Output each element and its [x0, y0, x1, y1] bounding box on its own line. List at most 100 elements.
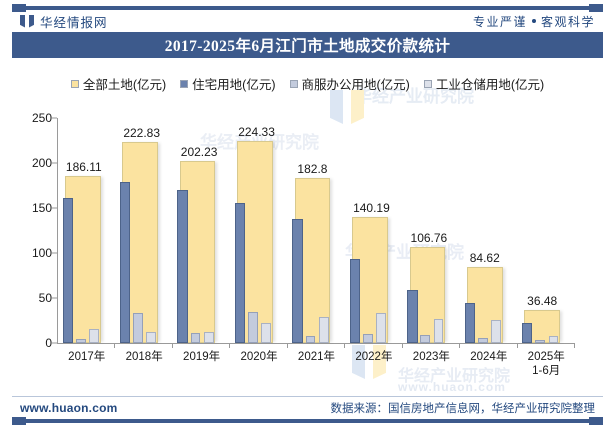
bar-2-2[interactable]: [190, 333, 201, 343]
bar-1-5[interactable]: [349, 259, 361, 343]
bar-data-label: 186.11: [65, 159, 102, 174]
bar-1-4[interactable]: [292, 218, 303, 343]
huajing-logo-icon: [20, 14, 34, 28]
bar-2-5[interactable]: [362, 334, 373, 343]
footer-site-url[interactable]: www.huaon.com: [20, 401, 118, 415]
y-tick-mark: [52, 207, 57, 209]
bar-3-0[interactable]: [89, 328, 99, 343]
x-tick-label: 2017年: [68, 351, 106, 363]
x-tick-label: 2025年 1-6月: [527, 351, 565, 377]
x-tick-mark: [516, 343, 518, 348]
x-tick-mark: [114, 343, 116, 348]
x-tick-mark: [229, 343, 231, 348]
bar-group: 140.19: [345, 118, 403, 348]
legend-label: 住宅用地(亿元): [192, 78, 276, 92]
brand-bar: 华经情报网 专业严谨 客观科学: [12, 10, 603, 32]
bar-3-2[interactable]: [203, 332, 214, 343]
legend-item-0[interactable]: 全部土地(亿元): [70, 74, 167, 93]
bar-3-1[interactable]: [146, 332, 157, 343]
bar-data-label: 224.33: [238, 125, 275, 140]
y-tick-mark: [52, 252, 57, 254]
legend-swatch-icon: [70, 79, 79, 88]
bar-data-label: 106.76: [410, 230, 448, 245]
x-tick-mark: [344, 343, 346, 348]
x-axis-line: [57, 343, 575, 344]
bar-group: 182.8: [288, 118, 346, 348]
y-tick-label: 50: [38, 291, 52, 305]
y-tick-label: 150: [31, 201, 52, 215]
y-tick-label: 200: [31, 156, 52, 170]
page-title: 2017-2025年6月江门市土地成交价款统计: [164, 38, 451, 55]
bar-1-7[interactable]: [464, 303, 475, 343]
bar-3-5[interactable]: [376, 313, 386, 343]
y-tick-label: 100: [31, 246, 52, 260]
footer-bar: www.huaon.com 数据来源：国信房地产信息网，华经产业研究院整理: [12, 397, 603, 419]
bar-2-6[interactable]: [420, 334, 431, 343]
legend-swatch-icon: [423, 79, 432, 88]
x-tick-label: 2019年: [183, 351, 221, 363]
bar-3-3[interactable]: [261, 323, 272, 343]
bar-3-8[interactable]: [548, 335, 559, 343]
x-tick-mark: [171, 343, 173, 348]
bullet-dot-icon: [531, 19, 536, 23]
bar-data-label: 202.23: [180, 145, 218, 159]
bar-group: 36.48: [518, 118, 575, 348]
legend-swatch-icon: [289, 79, 298, 88]
bar-2-7[interactable]: [477, 337, 488, 343]
x-tick-mark: [286, 343, 288, 348]
bar-2-8[interactable]: [535, 340, 546, 343]
legend-item-3[interactable]: 工业仓储用地(亿元): [423, 74, 544, 93]
bar-group: 84.62: [460, 118, 518, 348]
tagline-left-text: 专业严谨: [472, 14, 527, 29]
brand-tagline: 专业严谨 客观科学: [473, 13, 595, 30]
bottom-divider-rule: [12, 417, 603, 425]
legend-item-1[interactable]: 住宅用地(亿元): [180, 74, 276, 93]
y-tick-mark: [52, 117, 57, 119]
bar-group: 106.76: [403, 118, 461, 348]
legend-item-2[interactable]: 商服办公用地(亿元): [289, 74, 410, 93]
bar-group: 186.11: [58, 118, 116, 348]
bar-3-4[interactable]: [318, 316, 329, 343]
bar-2-3[interactable]: [248, 312, 258, 343]
y-tick-mark: [52, 342, 57, 344]
footer-data-source: 数据来源：国信房地产信息网，华经产业研究院整理: [330, 403, 596, 415]
bar-1-0[interactable]: [62, 198, 73, 343]
bar-3-6[interactable]: [433, 318, 444, 343]
x-tick-label: 2022年: [355, 351, 393, 363]
x-tick-label: 2018年: [125, 351, 163, 363]
brand-name: 华经情报网: [40, 15, 108, 30]
bar-1-3[interactable]: [234, 202, 246, 343]
bar-groups-container: 186.11 222.83 202.23 224.33 182.8 140.19 106.7…: [58, 118, 575, 348]
bar-1-1[interactable]: [120, 181, 131, 343]
y-axis-line: [57, 118, 58, 343]
bar-2-4[interactable]: [305, 335, 316, 343]
bar-1-2[interactable]: [177, 190, 188, 343]
bar-group: 222.83: [115, 118, 173, 348]
bar-data-label: 36.48: [527, 294, 558, 309]
y-tick-mark: [52, 162, 57, 164]
bar-1-6[interactable]: [407, 289, 418, 343]
bar-data-label: 140.19: [353, 200, 390, 215]
chart-title-band: 2017-2025年6月江门市土地成交价款统计: [12, 32, 603, 58]
top-divider-rule: [12, 4, 603, 12]
bar-data-label: 182.8: [297, 162, 328, 177]
bar-2-0[interactable]: [75, 338, 86, 343]
bar-data-label: 84.62: [469, 250, 500, 265]
x-tick-label: 2020年: [240, 351, 278, 363]
footer-top-rule: [12, 396, 603, 397]
bar-2-1[interactable]: [133, 313, 143, 343]
x-tick-mark: [573, 343, 575, 348]
chart-plot-area: 0 50 100 150 200 250 186.11 222.83 202.23 224.33…: [0, 110, 615, 350]
y-tick-label: 250: [31, 111, 52, 125]
bar-3-7[interactable]: [491, 319, 501, 343]
legend-label: 全部土地(亿元): [82, 78, 167, 92]
legend-label: 商服办公用地(亿元): [301, 78, 410, 92]
bar-1-8[interactable]: [522, 323, 533, 343]
y-tick-mark: [52, 297, 57, 299]
bar-data-label: 222.83: [123, 126, 161, 141]
x-tick-label: 2021年: [297, 351, 336, 363]
tagline-right-text: 客观科学: [540, 14, 595, 29]
x-tick-mark: [401, 343, 403, 348]
x-tick-label: 2024年: [470, 351, 508, 363]
bar-group: 224.33: [230, 118, 288, 348]
